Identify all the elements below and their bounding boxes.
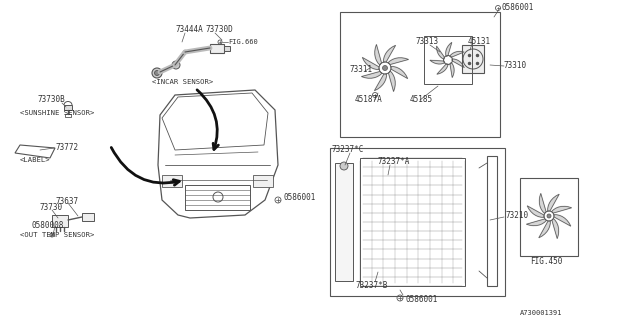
Text: 0586001: 0586001	[502, 3, 534, 12]
Bar	[335, 163, 353, 281]
Text: FIG.660: FIG.660	[228, 39, 258, 45]
Bar	[330, 148, 505, 296]
Circle shape	[547, 214, 551, 218]
Bar	[64, 105, 72, 110]
Text: <OUT TEMP SENSOR>: <OUT TEMP SENSOR>	[20, 232, 94, 238]
Bar	[82, 213, 94, 221]
Text: 73237*A: 73237*A	[378, 157, 410, 166]
Bar	[520, 178, 578, 256]
Bar	[52, 215, 68, 227]
Bar	[487, 156, 497, 286]
Circle shape	[340, 162, 348, 170]
Polygon shape	[540, 194, 546, 213]
Polygon shape	[552, 206, 572, 213]
Polygon shape	[383, 45, 396, 62]
Circle shape	[154, 70, 159, 76]
Polygon shape	[375, 44, 381, 65]
Polygon shape	[388, 71, 396, 92]
Text: 73311: 73311	[350, 66, 373, 75]
Text: 45185: 45185	[410, 95, 433, 105]
Polygon shape	[362, 57, 380, 69]
Text: 73730D: 73730D	[205, 26, 233, 35]
Polygon shape	[527, 219, 547, 226]
Bar	[224, 46, 230, 51]
Polygon shape	[437, 64, 448, 74]
Bar	[424, 36, 472, 84]
Polygon shape	[452, 59, 464, 68]
Text: 73772: 73772	[55, 142, 78, 151]
Bar	[253, 175, 273, 187]
Polygon shape	[450, 62, 454, 77]
Text: <INCAR SENSOR>: <INCAR SENSOR>	[152, 79, 213, 85]
Polygon shape	[388, 58, 408, 65]
Polygon shape	[436, 46, 445, 59]
Text: 0586001: 0586001	[406, 294, 438, 303]
Text: 0580008: 0580008	[32, 220, 65, 229]
Polygon shape	[445, 43, 452, 56]
Text: <SUNSHINE SENSOR>: <SUNSHINE SENSOR>	[20, 110, 94, 116]
Bar	[65, 114, 71, 117]
Text: 73313: 73313	[415, 37, 438, 46]
Text: FIG.450: FIG.450	[530, 258, 563, 267]
FancyArrowPatch shape	[197, 90, 218, 149]
Circle shape	[444, 55, 452, 65]
Text: 73730B: 73730B	[38, 95, 66, 105]
Polygon shape	[554, 215, 571, 226]
Text: 73237*C: 73237*C	[332, 146, 364, 155]
Polygon shape	[527, 206, 544, 217]
Polygon shape	[449, 52, 464, 57]
Circle shape	[152, 68, 162, 78]
Text: <LABEL>: <LABEL>	[20, 157, 51, 163]
Circle shape	[172, 61, 180, 69]
Text: 73730: 73730	[40, 204, 63, 212]
Bar	[360, 158, 465, 286]
Text: 0586001: 0586001	[284, 194, 316, 203]
Bar	[210, 44, 224, 53]
Polygon shape	[391, 67, 408, 79]
Text: 45131: 45131	[468, 37, 491, 46]
Polygon shape	[539, 221, 550, 238]
Text: 73444A: 73444A	[175, 26, 203, 35]
FancyArrowPatch shape	[111, 148, 179, 185]
Circle shape	[544, 211, 554, 221]
Text: 73210: 73210	[505, 211, 528, 220]
Text: 73237*B: 73237*B	[355, 281, 387, 290]
Circle shape	[379, 62, 391, 74]
Bar	[340, 12, 500, 137]
Polygon shape	[374, 74, 387, 91]
Polygon shape	[362, 71, 382, 78]
Text: A730001391: A730001391	[520, 310, 563, 316]
Text: 73637: 73637	[55, 196, 78, 205]
Text: 73310: 73310	[504, 60, 527, 69]
Polygon shape	[548, 194, 559, 211]
Circle shape	[383, 66, 387, 70]
Bar	[462, 45, 484, 73]
Polygon shape	[430, 60, 445, 64]
Polygon shape	[552, 219, 559, 238]
Text: 45187A: 45187A	[355, 95, 383, 105]
Bar	[185, 185, 250, 210]
Bar	[162, 175, 182, 187]
